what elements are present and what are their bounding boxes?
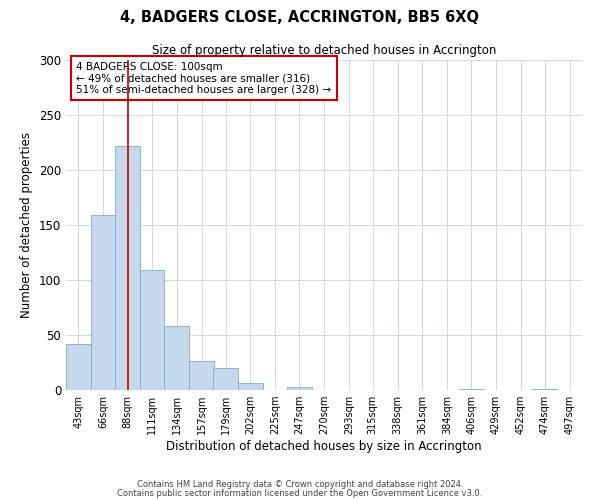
Bar	[190, 362, 214, 390]
Text: Contains public sector information licensed under the Open Government Licence v3: Contains public sector information licen…	[118, 488, 482, 498]
Y-axis label: Number of detached properties: Number of detached properties	[20, 132, 34, 318]
X-axis label: Distribution of detached houses by size in Accrington: Distribution of detached houses by size …	[166, 440, 482, 453]
Text: 4 BADGERS CLOSE: 100sqm
← 49% of detached houses are smaller (316)
51% of semi-d: 4 BADGERS CLOSE: 100sqm ← 49% of detache…	[76, 62, 331, 95]
Text: Contains HM Land Registry data © Crown copyright and database right 2024.: Contains HM Land Registry data © Crown c…	[137, 480, 463, 489]
Bar	[91, 215, 116, 390]
Bar	[213, 368, 238, 390]
Bar	[238, 384, 263, 390]
Bar	[532, 389, 557, 390]
Text: 4, BADGERS CLOSE, ACCRINGTON, BB5 6XQ: 4, BADGERS CLOSE, ACCRINGTON, BB5 6XQ	[121, 10, 479, 25]
Title: Size of property relative to detached houses in Accrington: Size of property relative to detached ho…	[152, 44, 496, 58]
Bar	[66, 344, 91, 390]
Bar	[287, 386, 311, 390]
Bar	[164, 326, 190, 390]
Bar	[458, 389, 484, 390]
Bar	[115, 146, 140, 390]
Bar	[140, 270, 164, 390]
